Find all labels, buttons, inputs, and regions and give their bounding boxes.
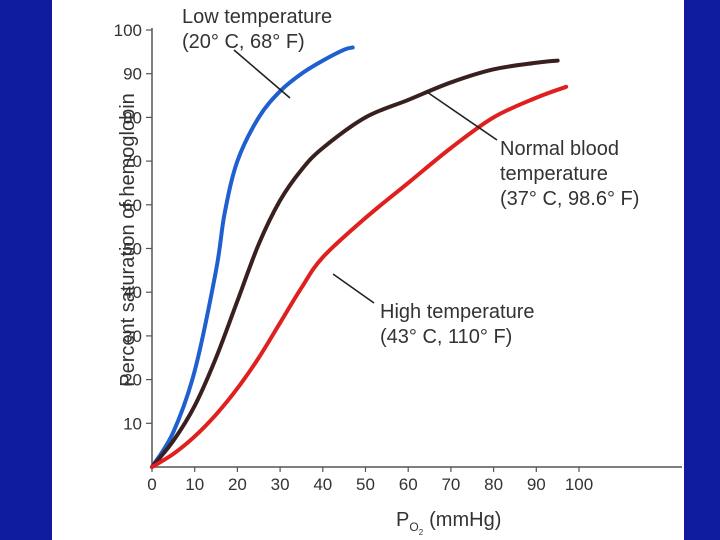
y-tick-label: 20 [123,371,142,390]
leader-line [233,49,291,99]
leader-line [332,273,375,304]
leader-line [426,91,498,141]
annotation-line: High temperature [380,301,535,323]
annotation-line: Normal blood [500,138,619,160]
slide-panel: 0 10 20 30 40 50 60 70 80 90 100 10 20 30 40 50 60 70 80 90… [52,0,684,540]
tick-labels: 0 10 20 30 40 50 60 70 80 90 100 10 20 30 40 50 60 70 80 90… [114,21,594,494]
high-temperature-label: High temperature (43° C, 110° F) [380,301,535,348]
y-tick-label: 60 [123,196,142,215]
x-tick-label: 80 [484,475,503,494]
x-tick-label: 50 [356,475,375,494]
x-tick-label: 100 [565,475,593,494]
x-tick-label: 20 [228,475,247,494]
axes [146,28,682,472]
y-tick-label: 80 [123,108,142,127]
x-tick-label: 90 [527,475,546,494]
curves [150,45,569,469]
high-temperature-curve [150,84,569,469]
y-tick-label: 100 [114,21,142,40]
annotations: Low temperature (20° C, 68° F) Normal bloo… [182,6,639,348]
low-temperature-curve [150,45,355,469]
oxygen-dissociation-chart: 0 10 20 30 40 50 60 70 80 90 100 10 20 30 40 50 60 70 80 90… [114,6,682,537]
y-tick-label: 30 [123,327,142,346]
x-tick-label: 40 [313,475,332,494]
x-axis-label: PO2 (mmHg) [396,509,501,537]
annotation-line: (43° C, 110° F) [380,326,512,348]
annotation-line: (37° C, 98.6° F) [500,188,639,210]
x-tick-label: 0 [147,475,156,494]
x-tick-label: 60 [399,475,418,494]
y-tick-label: 10 [123,414,142,433]
annotation-line: Low temperature [182,6,332,28]
normal-temperature-label: Normal blood temperature (37° C, 98.6° F) [500,138,639,210]
x-tick-label: 30 [271,475,290,494]
normal-temperature-curve [150,58,560,469]
y-tick-label: 50 [123,240,142,259]
low-temperature-label: Low temperature (20° C, 68° F) [182,6,332,53]
x-tick-label: 10 [185,475,204,494]
y-axis-label: Percent saturation of hemoglobin [117,93,139,387]
y-tick-label: 40 [123,283,142,302]
x-axis-label-main: P [396,509,409,531]
x-tick-label: 70 [441,475,460,494]
y-tick-label: 90 [123,65,142,84]
x-axis-label-unit: (mmHg) [429,509,501,531]
x-axis-label-subsub: 2 [419,528,424,537]
x-axis-label-sub: O [409,520,418,534]
annotation-line: temperature [500,163,608,185]
y-tick-label: 70 [123,152,142,171]
annotation-line: (20° C, 68° F) [182,31,305,53]
